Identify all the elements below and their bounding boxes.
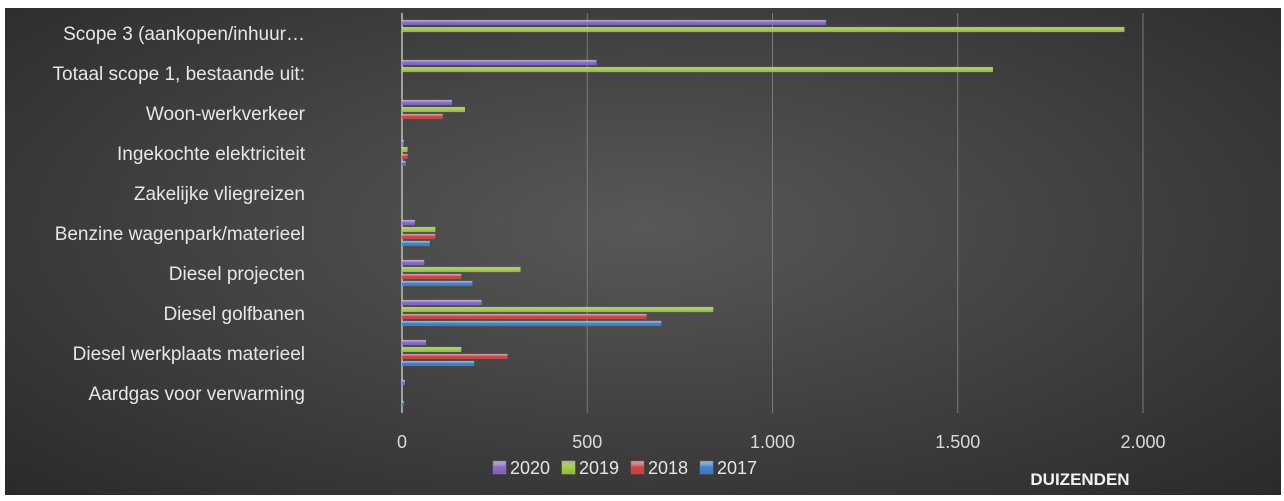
bar-2017 [402, 400, 404, 407]
category-label: Ingekochte elektriciteit [117, 144, 306, 165]
x-tick-label: 1.500 [935, 432, 980, 452]
legend-label: 2019 [579, 458, 619, 478]
bar-2019 [402, 146, 408, 153]
bar-2019 [402, 26, 1125, 33]
bar-2019 [402, 106, 465, 113]
bar-2019 [402, 306, 714, 313]
bar-2017 [402, 320, 662, 327]
bar-2019 [402, 346, 462, 353]
bar-2020 [402, 379, 405, 386]
bar-2018 [402, 313, 647, 320]
legend-swatch-2020 [492, 460, 507, 475]
legend-label: 2018 [648, 458, 688, 478]
category-label: Diesel golfbanen [163, 304, 305, 325]
bar-2020 [402, 339, 427, 346]
bar-2019 [402, 66, 993, 73]
bar-2017 [402, 360, 475, 367]
bar-2020 [402, 299, 482, 306]
bar-2017 [402, 240, 430, 247]
bar-2020 [402, 99, 453, 106]
legend-label: 2020 [510, 458, 550, 478]
category-label: Scope 3 (aankopen/inhuur… [63, 24, 305, 45]
x-tick-label: 1.000 [750, 432, 795, 452]
category-label: Diesel projecten [169, 264, 305, 285]
legend-swatch-2018 [630, 460, 645, 475]
bar-2019 [402, 226, 436, 233]
bar-2017 [402, 160, 406, 167]
chart-area: 0 500 1.000 1.500 2.000 Scope 3 (aankopen/inh… [5, 8, 1281, 495]
x-tick-label: 2.000 [1120, 432, 1165, 452]
bar-2018 [402, 113, 443, 120]
bar-2017 [402, 280, 473, 287]
bar-2020 [402, 19, 827, 26]
bar-2018 [402, 353, 508, 360]
bar-2020 [402, 259, 425, 266]
x-tick-label: 0 [397, 432, 407, 452]
bar-2020 [402, 139, 404, 146]
bar-chart: 0 500 1.000 1.500 2.000 Scope 3 (aankopen/inh… [53, 13, 1166, 489]
legend-swatch-2019 [561, 460, 576, 475]
bar-2018 [402, 153, 408, 160]
bar-2019 [402, 266, 521, 273]
legend-label: 2017 [717, 458, 757, 478]
legend-swatch-2017 [699, 460, 714, 475]
category-label: Totaal scope 1, bestaande uit: [53, 64, 305, 85]
category-label: Aardgas voor verwarming [89, 384, 305, 405]
bar-2018 [402, 233, 436, 240]
bar-2020 [402, 59, 597, 66]
category-label: Woon-werkverkeer [146, 104, 306, 125]
bar-2020 [402, 219, 415, 226]
unit-label: DUIZENDEN [1030, 470, 1129, 489]
category-label: Zakelijke vliegreizen [134, 184, 305, 205]
category-label: Benzine wagenpark/materieel [55, 224, 305, 245]
category-label: Diesel werkplaats materieel [73, 344, 305, 365]
bar-2018 [402, 273, 462, 280]
x-tick-label: 500 [572, 432, 602, 452]
